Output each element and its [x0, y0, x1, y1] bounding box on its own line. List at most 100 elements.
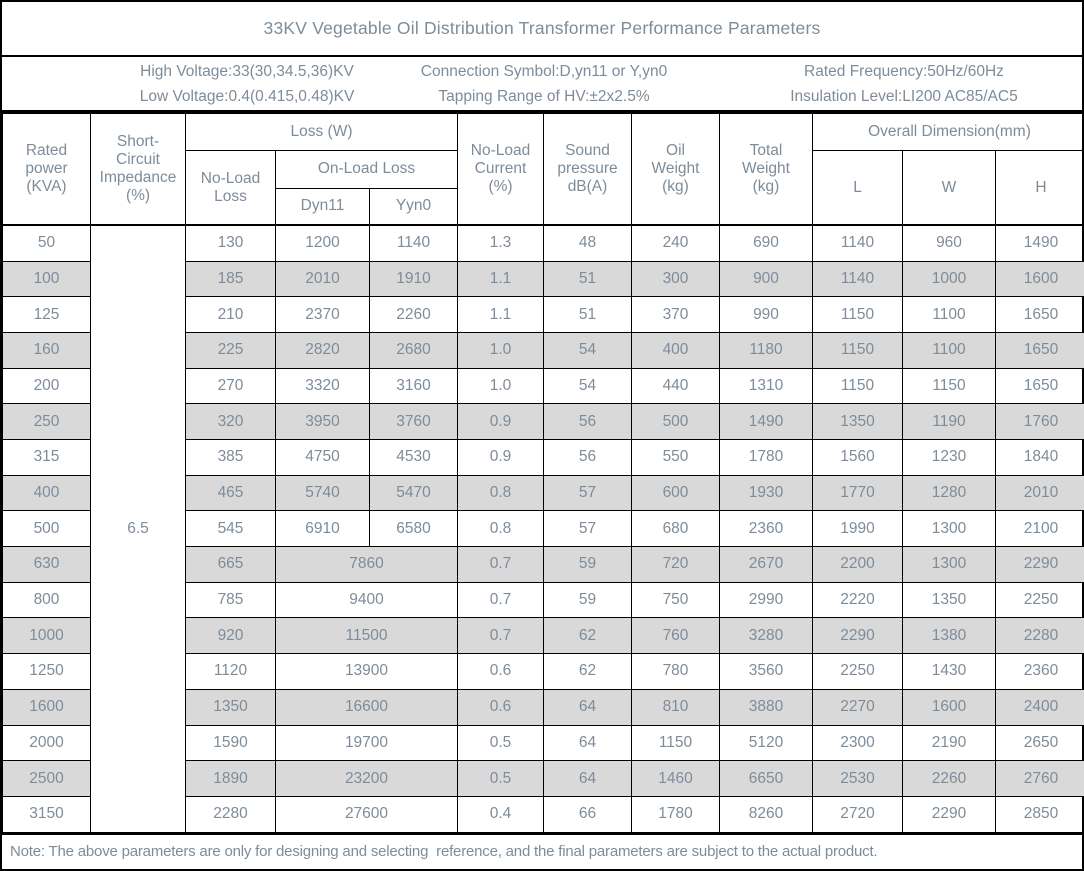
cell-dim-w: 1190 — [902, 403, 996, 441]
cell-sound-pressure: 56 — [543, 403, 632, 441]
cell-dim-w: 1100 — [902, 296, 996, 333]
cell-dim-w: 1430 — [902, 653, 996, 690]
cell-no-load-current: 1.0 — [457, 331, 544, 369]
cell-no-load-loss: 1890 — [185, 760, 276, 797]
cell-no-load-current: 0.8 — [457, 474, 544, 512]
header-row: No-Load Loss On-Load Loss L W H — [3, 150, 1084, 227]
cell-yyn0: 5470 — [369, 474, 458, 512]
tapping-range-text: Tapping Range of HV:±2x2.5% — [438, 87, 650, 105]
cell-dim-h: 2850 — [995, 795, 1084, 833]
table-row: 500 545 6910 6580 0.8 57 680 2360 1990 1300 2100 — [2, 510, 1084, 548]
cell-oil-weight: 1460 — [631, 760, 720, 797]
cell-dyn11: 3950 — [275, 403, 370, 441]
cell-dim-w: 1300 — [902, 510, 996, 548]
cell-dim-h: 1490 — [995, 224, 1084, 262]
table-row: 250 320 3950 3760 0.9 56 500 1490 1350 1190 1760 — [2, 403, 1084, 441]
cell-dim-h: 1650 — [995, 296, 1084, 333]
info-frequency: Rated Frequency:50Hz/60Hz Insulation Lev… — [790, 59, 1018, 109]
cell-no-load-current: 0.4 — [457, 795, 544, 833]
cell-no-load-current: 0.6 — [457, 653, 544, 690]
cell-dim-h: 2290 — [995, 546, 1084, 583]
table-row: 2500 1890 23200 0.5 64 1460 6650 2530 2260 2760 — [2, 760, 1084, 797]
header-on-load-loss: On-Load Loss — [275, 150, 458, 189]
cell-no-load-loss: 320 — [185, 403, 276, 441]
cell-sound-pressure: 59 — [543, 546, 632, 583]
cell-no-load-current: 0.7 — [457, 546, 544, 583]
cell-total-weight: 1180 — [719, 331, 813, 369]
cell-no-load-loss: 130 — [185, 224, 276, 262]
cell-rated-power: 1000 — [2, 617, 91, 655]
header-oil-weight: Oil Weight (kg) — [631, 113, 720, 227]
cell-yyn0: 3160 — [369, 367, 458, 405]
cell-on-load-loss: 7860 — [275, 546, 458, 583]
cell-dim-w: 1280 — [902, 474, 996, 512]
cell-dyn11: 5740 — [275, 474, 370, 512]
table-header: Rated power (KVA) Short- Circuit Impedan… — [2, 112, 1084, 227]
cell-rated-power: 250 — [2, 403, 91, 441]
cell-oil-weight: 550 — [631, 439, 720, 476]
cell-total-weight: 900 — [719, 260, 813, 298]
cell-no-load-loss: 225 — [185, 331, 276, 369]
cell-oil-weight: 300 — [631, 260, 720, 298]
cell-dim-l: 2250 — [812, 653, 903, 690]
cell-total-weight: 3560 — [719, 653, 813, 690]
cell-sound-pressure: 54 — [543, 331, 632, 369]
cell-no-load-current: 0.9 — [457, 439, 544, 476]
info-bar: High Voltage:33(30,34.5,36)KV Low Voltag… — [2, 57, 1082, 113]
cell-dyn11: 2820 — [275, 331, 370, 369]
cell-dim-h: 2400 — [995, 688, 1084, 726]
cell-impedance: 6.5 — [90, 224, 186, 833]
cell-rated-power: 125 — [2, 296, 91, 333]
cell-total-weight: 1930 — [719, 474, 813, 512]
cell-no-load-loss: 185 — [185, 260, 276, 298]
cell-total-weight: 2360 — [719, 510, 813, 548]
header-no-load-current: No-Load Current (%) — [457, 113, 544, 227]
cell-dim-h: 1650 — [995, 367, 1084, 405]
cell-rated-power: 630 — [2, 546, 91, 583]
cell-no-load-loss: 1350 — [185, 688, 276, 726]
header-sound-pressure: Sound pressure dB(A) — [543, 113, 632, 227]
cell-sound-pressure: 51 — [543, 260, 632, 298]
cell-rated-power: 500 — [2, 510, 91, 548]
table-row: 3150 2280 27600 0.4 66 1780 8260 2720 2290 2850 — [2, 795, 1084, 833]
cell-dim-h: 2360 — [995, 653, 1084, 690]
connection-symbol-text: Connection Symbol:D,yn11 or Y,yn0 — [420, 62, 668, 80]
cell-oil-weight: 750 — [631, 581, 720, 619]
cell-total-weight: 8260 — [719, 795, 813, 833]
header-dim-l: L — [812, 150, 903, 227]
cell-total-weight: 2990 — [719, 581, 813, 619]
cell-sound-pressure: 48 — [543, 224, 632, 262]
cell-yyn0: 1910 — [369, 260, 458, 298]
cell-dim-l: 2270 — [812, 688, 903, 726]
cell-dim-l: 2720 — [812, 795, 903, 833]
cell-dyn11: 3320 — [275, 367, 370, 405]
cell-dim-h: 2250 — [995, 581, 1084, 619]
cell-oil-weight: 240 — [631, 224, 720, 262]
cell-rated-power: 1250 — [2, 653, 91, 690]
cell-dyn11: 6910 — [275, 510, 370, 548]
cell-oil-weight: 760 — [631, 617, 720, 655]
table-row: 315 385 4750 4530 0.9 56 550 1780 1560 1230 1840 — [2, 439, 1084, 476]
cell-no-load-current: 0.7 — [457, 581, 544, 619]
cell-dim-w: 1230 — [902, 439, 996, 476]
cell-oil-weight: 500 — [631, 403, 720, 441]
cell-dim-w: 2260 — [902, 760, 996, 797]
cell-total-weight: 990 — [719, 296, 813, 333]
cell-no-load-loss: 385 — [185, 439, 276, 476]
cell-oil-weight: 680 — [631, 510, 720, 548]
table-row: 100 185 2010 1910 1.1 51 300 900 1140 1000 1600 — [2, 260, 1084, 298]
cell-total-weight: 1310 — [719, 367, 813, 405]
table-body: 50 6.5 130 1200 1140 1.3 48 240 690 1140 960 1490 10… — [2, 224, 1084, 833]
cell-total-weight: 6650 — [719, 760, 813, 797]
cell-dim-w: 2190 — [902, 724, 996, 762]
cell-no-load-loss: 1590 — [185, 724, 276, 762]
cell-sound-pressure: 57 — [543, 474, 632, 512]
cell-sound-pressure: 59 — [543, 581, 632, 619]
header-dyn11: Dyn11 — [275, 187, 370, 227]
rated-frequency-text: Rated Frequency:50Hz/60Hz — [804, 62, 1004, 80]
cell-dim-w: 1300 — [902, 546, 996, 583]
cell-no-load-current: 1.1 — [457, 260, 544, 298]
cell-no-load-loss: 920 — [185, 617, 276, 655]
cell-oil-weight: 400 — [631, 331, 720, 369]
